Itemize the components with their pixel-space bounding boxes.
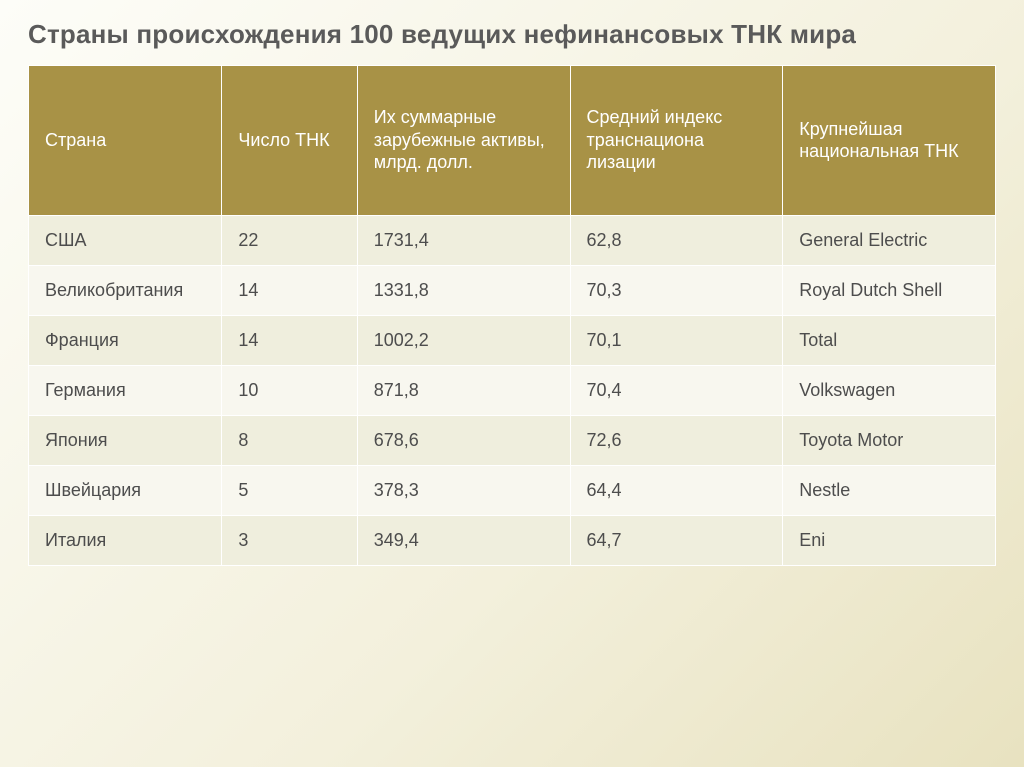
col-header-4: Крупнейшая национальная ТНК [783,65,996,215]
cell-r4-c0: Япония [29,415,222,465]
cell-r0-c2: 1731,4 [357,215,570,265]
cell-r6-c1: 3 [222,515,357,565]
cell-r2-c2: 1002,2 [357,315,570,365]
table-row: Япония8678,672,6Toyota Motor [29,415,996,465]
col-header-1: Число ТНК [222,65,357,215]
cell-r5-c2: 378,3 [357,465,570,515]
cell-r4-c1: 8 [222,415,357,465]
table-row: Швейцария5378,364,4Nestle [29,465,996,515]
cell-r5-c4: Nestle [783,465,996,515]
cell-r0-c4: General Electric [783,215,996,265]
cell-r3-c2: 871,8 [357,365,570,415]
cell-r1-c0: Великобритания [29,265,222,315]
slide-title: Страны происхождения 100 ведущих нефинан… [28,18,996,51]
cell-r6-c3: 64,7 [570,515,783,565]
col-header-2: Их суммарные зарубежные активы, млрд. до… [357,65,570,215]
cell-r3-c1: 10 [222,365,357,415]
cell-r3-c4: Volkswagen [783,365,996,415]
col-header-0: Страна [29,65,222,215]
cell-r2-c1: 14 [222,315,357,365]
table-row: Великобритания141331,870,3Royal Dutch Sh… [29,265,996,315]
cell-r1-c2: 1331,8 [357,265,570,315]
table-row: США221731,462,8General Electric [29,215,996,265]
cell-r6-c4: Eni [783,515,996,565]
table-row: Италия3349,464,7Eni [29,515,996,565]
cell-r4-c4: Toyota Motor [783,415,996,465]
cell-r3-c0: Германия [29,365,222,415]
cell-r4-c3: 72,6 [570,415,783,465]
cell-r0-c3: 62,8 [570,215,783,265]
table-header-row: СтранаЧисло ТНКИх суммарные зарубежные а… [29,65,996,215]
cell-r6-c0: Италия [29,515,222,565]
cell-r5-c3: 64,4 [570,465,783,515]
cell-r1-c1: 14 [222,265,357,315]
cell-r6-c2: 349,4 [357,515,570,565]
cell-r3-c3: 70,4 [570,365,783,415]
cell-r0-c1: 22 [222,215,357,265]
cell-r1-c4: Royal Dutch Shell [783,265,996,315]
cell-r2-c0: Франция [29,315,222,365]
cell-r5-c0: Швейцария [29,465,222,515]
cell-r5-c1: 5 [222,465,357,515]
tnk-table: СтранаЧисло ТНКИх суммарные зарубежные а… [28,65,996,566]
cell-r1-c3: 70,3 [570,265,783,315]
cell-r0-c0: США [29,215,222,265]
cell-r2-c3: 70,1 [570,315,783,365]
cell-r4-c2: 678,6 [357,415,570,465]
table-row: Германия10871,870,4Volkswagen [29,365,996,415]
table-row: Франция141002,270,1Total [29,315,996,365]
cell-r2-c4: Total [783,315,996,365]
col-header-3: Средний индекс транснациона лизации [570,65,783,215]
